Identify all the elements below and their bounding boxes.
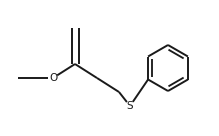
Text: S: S xyxy=(127,101,133,111)
Text: O: O xyxy=(49,73,57,83)
